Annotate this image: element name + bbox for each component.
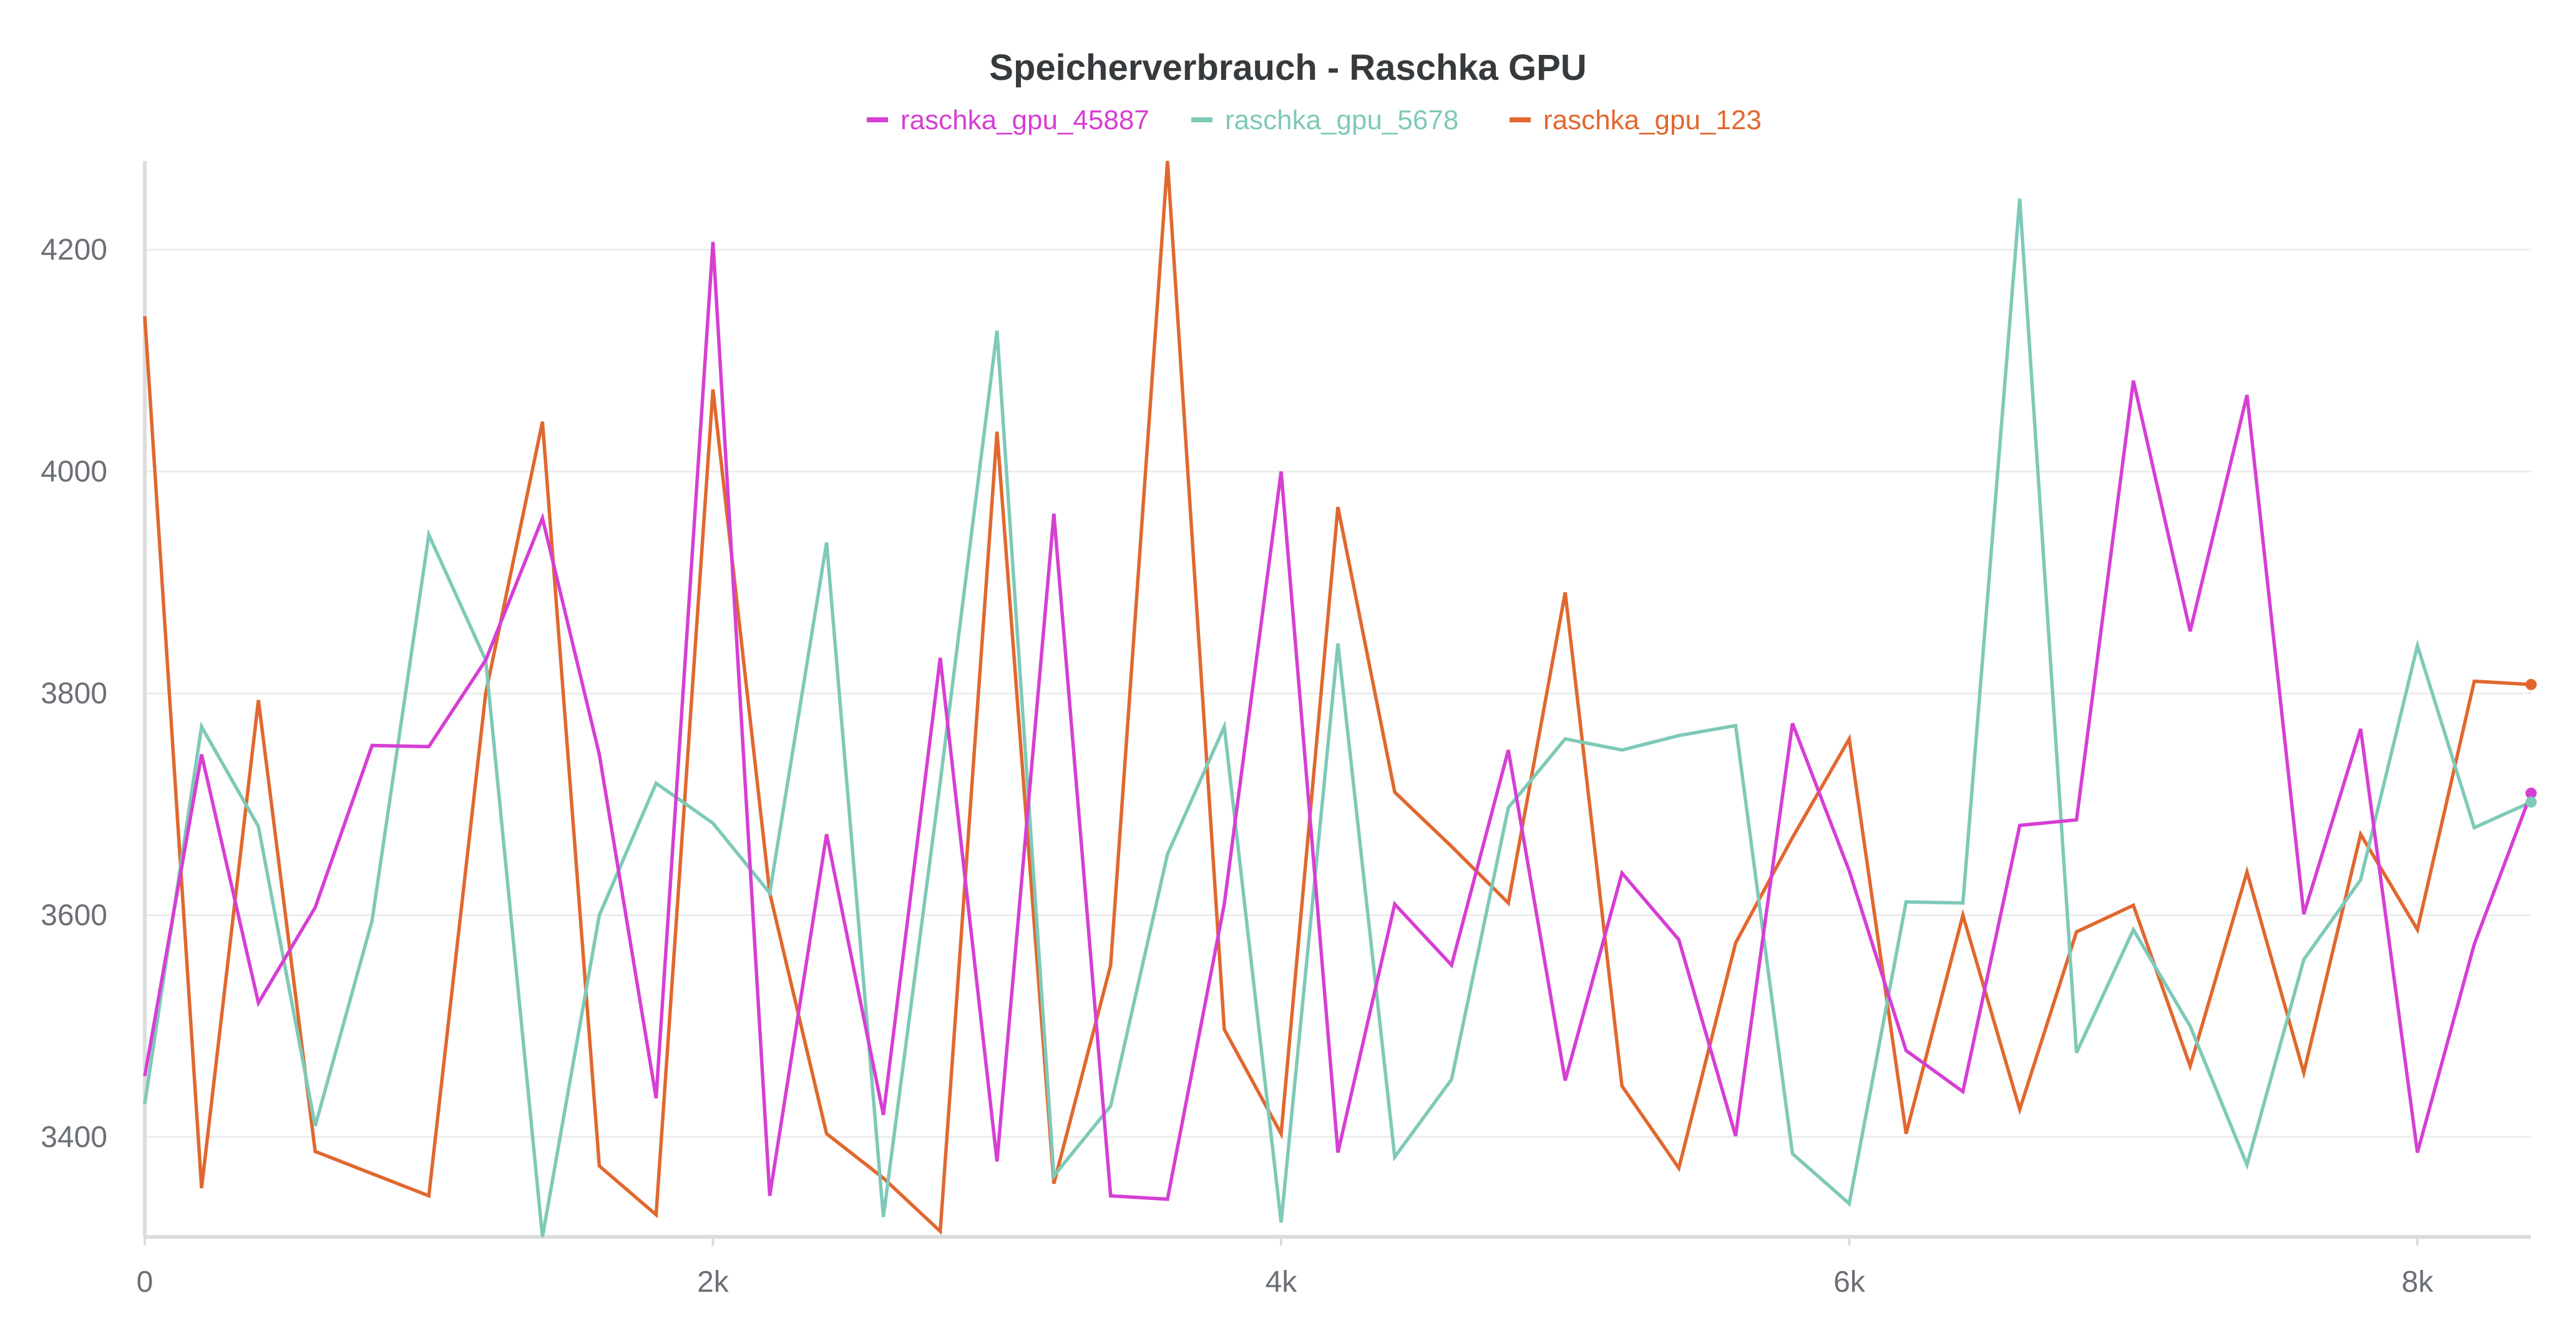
- y-tick-label: 4200: [41, 233, 107, 266]
- chart-title: Speicherverbrauch - Raschka GPU: [989, 47, 1586, 88]
- x-tick-label: 0: [137, 1266, 154, 1299]
- series-endpoint-raschka_gpu_123: [2525, 678, 2537, 690]
- y-tick-label: 3400: [41, 1121, 107, 1154]
- series-line-raschka_gpu_123: [143, 160, 2532, 1236]
- legend-label: raschka_gpu_5678: [1225, 105, 1458, 135]
- legend-item-raschka_gpu_45887[interactable]: raschka_gpu_45887: [867, 105, 1149, 135]
- legend-label: raschka_gpu_123: [1543, 105, 1762, 135]
- x-tick-label: 8k: [2402, 1266, 2434, 1299]
- legend-item-raschka_gpu_5678[interactable]: raschka_gpu_5678: [1191, 105, 1458, 135]
- x-tick-label: 6k: [1833, 1266, 1866, 1299]
- legend-label: raschka_gpu_45887: [900, 105, 1149, 135]
- grid-lines: [145, 248, 2531, 1138]
- y-tick-label: 4000: [41, 456, 107, 489]
- y-tick-label: 3600: [41, 899, 107, 932]
- series-line-raschka_gpu_5678: [143, 198, 2532, 1238]
- x-tick-label: 4k: [1266, 1266, 1298, 1299]
- series-endpoint-raschka_gpu_45887: [2525, 788, 2537, 799]
- legend: raschka_gpu_45887 raschka_gpu_5678 raschka…: [867, 105, 1762, 135]
- plot-series: [143, 160, 2537, 1238]
- x-tick-label: 2k: [697, 1266, 729, 1299]
- series-line-raschka_gpu_45887: [143, 242, 2533, 1201]
- series-endpoint-raschka_gpu_5678: [2525, 796, 2537, 808]
- y-tick-label: 3800: [41, 677, 107, 710]
- axes: 3400 3600 3800 4000 4200 0 2k 4k 6k 8k: [41, 161, 2531, 1299]
- legend-item-raschka_gpu_123[interactable]: raschka_gpu_123: [1510, 105, 1762, 135]
